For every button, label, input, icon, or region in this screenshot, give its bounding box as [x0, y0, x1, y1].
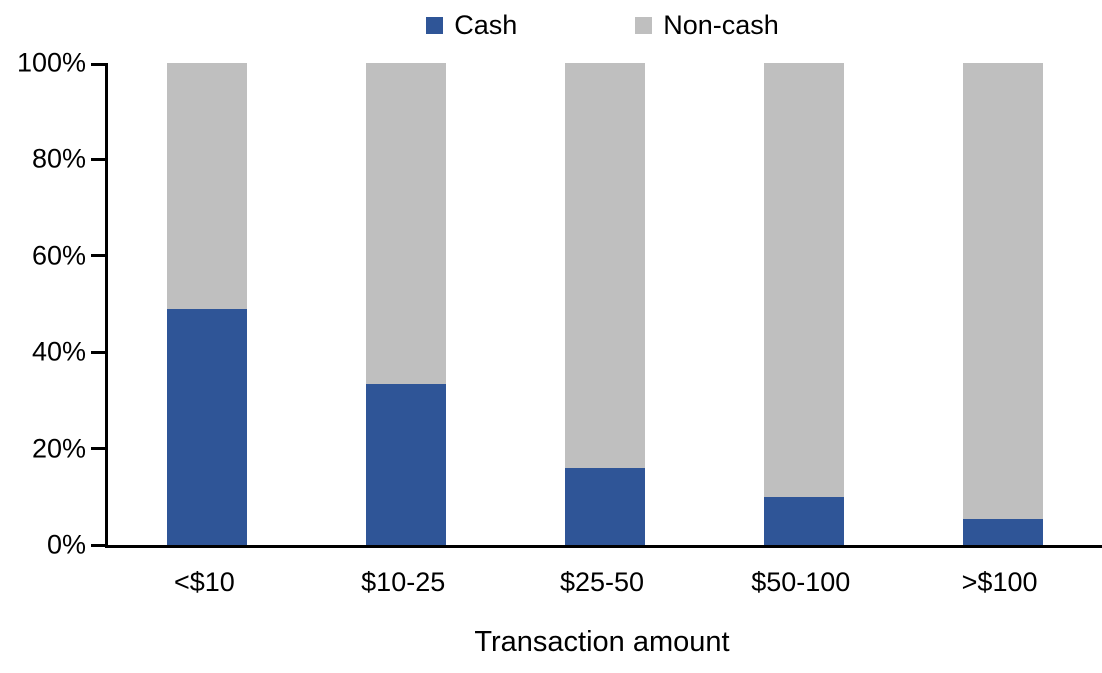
stacked-bar — [962, 63, 1043, 545]
bar-segment-non-cash — [763, 63, 844, 497]
bar-column — [903, 63, 1102, 545]
plot-area — [91, 63, 1102, 548]
bar-column — [704, 63, 903, 545]
y-axis-tick — [91, 447, 105, 451]
bar-segment-cash — [564, 467, 645, 545]
stacked-bar — [366, 63, 447, 545]
y-tick-label: 0% — [46, 529, 86, 560]
bar-segment-non-cash — [564, 63, 645, 468]
y-axis-labels: 0% 20% 40% 60% 80% 100% — [0, 49, 86, 558]
bar-column — [506, 63, 705, 545]
bar-column — [307, 63, 506, 545]
bar-columns — [108, 63, 1102, 545]
bar-segment-non-cash — [962, 63, 1043, 519]
legend-swatch-icon — [635, 17, 653, 34]
bar-column — [108, 63, 307, 545]
legend-label: Non-cash — [663, 10, 779, 40]
y-axis-tick — [91, 254, 105, 258]
stacked-bar — [564, 63, 645, 545]
x-tick-label: <$10 — [173, 567, 235, 597]
legend-swatch-icon — [426, 17, 444, 34]
legend-item-non-cash: Non-cash — [635, 12, 779, 39]
x-tick-label: $50-100 — [751, 567, 851, 597]
legend-label: Cash — [454, 10, 518, 40]
y-axis-tick — [91, 350, 105, 354]
y-tick-label: 60% — [31, 240, 86, 271]
x-axis-title: Transaction amount — [474, 626, 730, 658]
y-tick-label: 40% — [31, 336, 86, 367]
y-tick-label: 100% — [16, 47, 86, 78]
stacked-bar — [763, 63, 844, 545]
x-tick-label: >$100 — [961, 567, 1038, 597]
bar-segment-non-cash — [366, 63, 447, 384]
bar-segment-non-cash — [167, 63, 248, 309]
x-tick-label: $10-25 — [361, 567, 446, 597]
y-axis-tick — [91, 543, 105, 547]
chart-legend: Cash Non-cash — [105, 12, 1100, 39]
stacked-bar — [167, 63, 248, 545]
bar-segment-cash — [763, 496, 844, 545]
bar-segment-cash — [366, 383, 447, 545]
x-tick-label: $25-50 — [559, 567, 645, 597]
bar-segment-cash — [167, 308, 248, 545]
bar-segment-cash — [962, 518, 1043, 545]
legend-item-cash: Cash — [426, 12, 517, 39]
x-axis-labels: <$10 $10-25 $25-50 $50-100 >$100 — [105, 566, 1099, 598]
y-tick-label: 20% — [31, 433, 86, 464]
y-axis-tick — [91, 157, 105, 161]
y-axis-tick — [91, 63, 105, 66]
y-tick-label: 80% — [31, 143, 86, 174]
